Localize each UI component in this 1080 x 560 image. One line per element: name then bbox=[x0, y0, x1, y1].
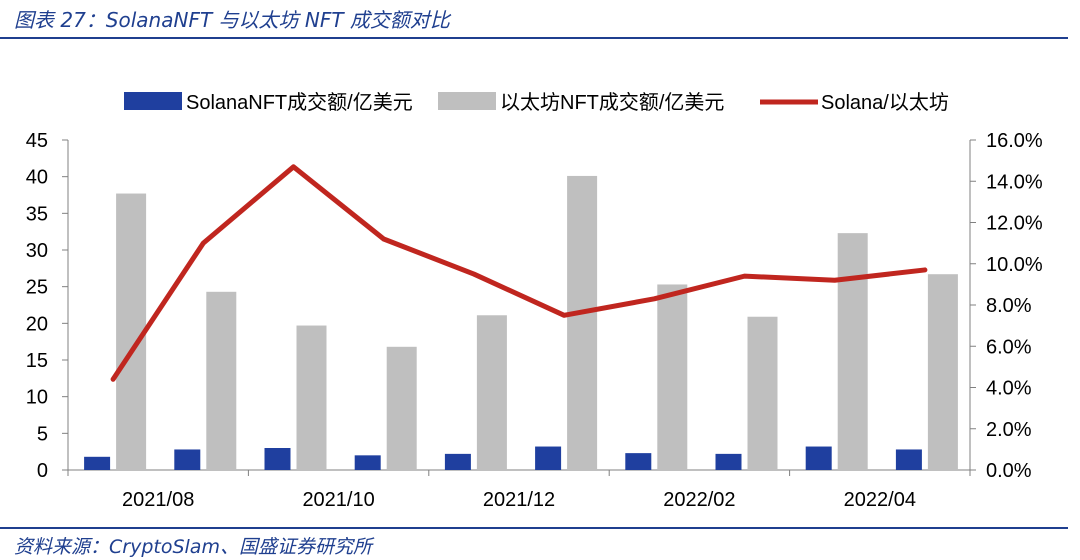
axes: 0 5 10 15 20 25 30 35 40 45 0.0% 2.0% 4.0% 6.0% 8.0% 10… bbox=[26, 130, 1043, 511]
source-note: 资料来源：CryptoSlam、国盛证券研究所 bbox=[14, 536, 372, 558]
bar-ethereum bbox=[657, 284, 688, 470]
bar-solana bbox=[805, 446, 832, 470]
bar-solana bbox=[625, 453, 652, 470]
bar-ethereum bbox=[296, 325, 327, 470]
y-left-tick-label: 0 bbox=[37, 460, 48, 482]
y-left-tick-label: 45 bbox=[26, 130, 48, 152]
y-right-tick-label: 12.0% bbox=[986, 213, 1043, 235]
bar-ethereum bbox=[476, 315, 507, 470]
x-tick-label: 2021/10 bbox=[302, 489, 374, 511]
y-left-tick-label: 20 bbox=[26, 313, 48, 335]
ratio-line bbox=[110, 164, 928, 382]
x-tick-label: 2022/02 bbox=[663, 489, 735, 511]
bar-solana bbox=[444, 453, 471, 470]
y-left-tick-label: 15 bbox=[26, 350, 48, 372]
legend: SolanaNFT成交额/亿美元 以太坊NFT成交额/亿美元 Solana/以太坊 bbox=[124, 91, 949, 114]
bar-ethereum bbox=[837, 233, 868, 470]
y-right-tick-label: 14.0% bbox=[986, 171, 1043, 193]
bar-ethereum bbox=[386, 346, 417, 470]
bar-solana bbox=[535, 446, 562, 470]
bar-solana bbox=[84, 456, 111, 470]
title-rule bbox=[0, 37, 1068, 39]
y-right-tick-label: 0.0% bbox=[986, 460, 1032, 482]
bar-ethereum bbox=[567, 175, 598, 470]
bars bbox=[84, 175, 958, 471]
legend-label-ethereum: 以太坊NFT成交额/亿美元 bbox=[500, 91, 724, 114]
bar-ethereum bbox=[747, 316, 778, 470]
y-right-tick-label: 2.0% bbox=[986, 419, 1032, 441]
y-right-tick-label: 16.0% bbox=[986, 130, 1043, 152]
y-left-tick-label: 25 bbox=[26, 277, 48, 299]
x-tick-label: 2022/04 bbox=[844, 489, 916, 511]
ratio-line-path bbox=[110, 164, 928, 382]
bar-solana bbox=[264, 448, 291, 470]
y-left-tick-label: 35 bbox=[26, 203, 48, 225]
y-right-tick-label: 4.0% bbox=[986, 378, 1032, 400]
bar-solana bbox=[715, 453, 742, 470]
y-left-tick-label: 40 bbox=[26, 167, 48, 189]
legend-swatch-solana bbox=[124, 92, 182, 110]
y-right-tick-label: 8.0% bbox=[986, 295, 1032, 317]
x-tick-label: 2021/08 bbox=[122, 489, 194, 511]
figure-title: 图表 27：SolanaNFT 与以太坊 NFT 成交额对比 bbox=[14, 8, 450, 32]
x-tick-label: 2021/12 bbox=[483, 489, 555, 511]
y-right-tick-label: 6.0% bbox=[986, 336, 1032, 358]
bar-solana bbox=[895, 449, 922, 470]
legend-label-solana: SolanaNFT成交额/亿美元 bbox=[186, 91, 413, 114]
y-left-tick-label: 5 bbox=[37, 423, 48, 445]
bar-solana bbox=[174, 449, 201, 470]
source-rule bbox=[0, 527, 1068, 529]
legend-swatch-ethereum bbox=[438, 92, 496, 110]
y-left-tick-label: 10 bbox=[26, 387, 48, 409]
bar-ethereum bbox=[206, 291, 237, 470]
bar-ethereum bbox=[116, 193, 147, 471]
bar-ethereum bbox=[927, 274, 958, 470]
y-right-tick-label: 10.0% bbox=[986, 254, 1043, 276]
legend-label-ratio: Solana/以太坊 bbox=[821, 91, 949, 114]
y-left-tick-label: 30 bbox=[26, 240, 48, 262]
bar-solana bbox=[354, 455, 381, 470]
